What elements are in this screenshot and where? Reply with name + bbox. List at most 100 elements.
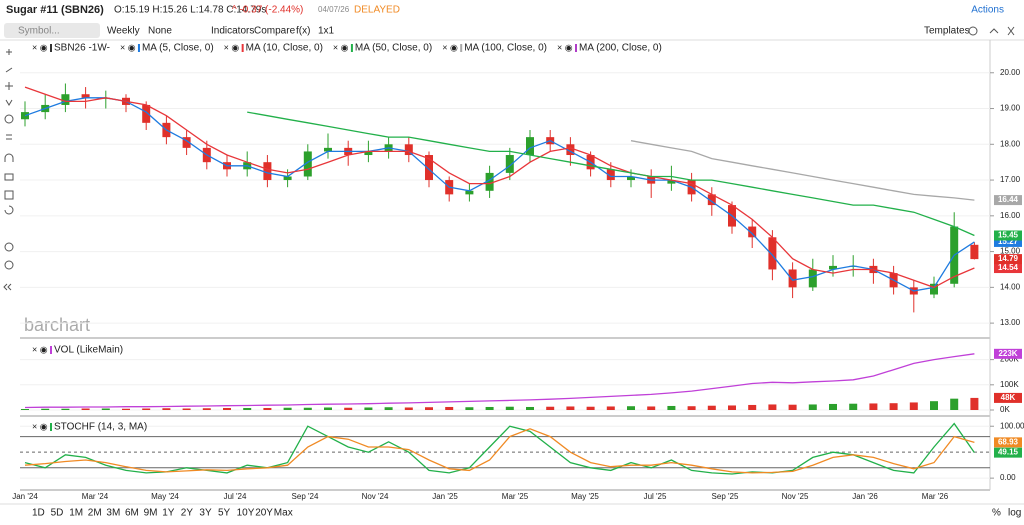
reset-tool[interactable] <box>4 205 14 215</box>
text-tool[interactable] <box>6 134 12 140</box>
candle-body <box>283 176 292 181</box>
watermark: barchart <box>24 315 90 335</box>
volume-bar <box>41 408 50 410</box>
legend-swatch <box>575 44 577 52</box>
symbol-search[interactable] <box>4 23 100 38</box>
toolbar-item[interactable]: Indicators <box>211 26 254 37</box>
y-tick-label: 0K <box>1000 405 1010 414</box>
candle-body <box>182 137 191 148</box>
volume-bar <box>606 406 615 410</box>
range-button[interactable]: 1D <box>32 508 45 519</box>
range-button[interactable]: Max <box>274 508 293 519</box>
candle-body <box>465 190 474 195</box>
candle-body <box>667 180 676 184</box>
volume-bar <box>61 408 70 410</box>
volume-bar <box>243 407 252 410</box>
volume-bar <box>425 407 433 410</box>
magnet-tool[interactable] <box>4 153 14 162</box>
x-tick-label: May '24 <box>151 492 179 501</box>
collapse-tools[interactable] <box>3 283 12 291</box>
volume-bar <box>707 405 716 410</box>
move-tool[interactable] <box>5 82 13 90</box>
legend-entry[interactable]: MA (10, Close, 0) <box>246 43 323 54</box>
volume-bar <box>586 406 595 410</box>
y-tick-label: 100K <box>1000 380 1019 389</box>
range-button[interactable]: 3Y <box>199 508 212 519</box>
zoom-out-tool[interactable] <box>4 260 14 270</box>
x-tick-label: Jan '26 <box>852 492 878 501</box>
range-button[interactable]: 2M <box>88 508 102 519</box>
toolbar-item[interactable]: Weekly <box>107 26 140 37</box>
delayed-status: DELAYED <box>354 5 400 16</box>
range-button[interactable]: 2Y <box>181 508 194 519</box>
legend-swatch <box>137 44 140 52</box>
legend-entry[interactable]: MA (200, Close, 0) <box>579 43 662 54</box>
volume-bar <box>526 406 534 410</box>
lock-tool[interactable] <box>4 173 14 181</box>
candle-body <box>364 151 373 156</box>
legend-entry[interactable]: STOCHF (14, 3, MA) <box>54 422 147 433</box>
volume-bar <box>889 403 898 410</box>
legend-swatch <box>50 423 52 431</box>
actions-menu[interactable]: Actions <box>971 5 1004 16</box>
toolbar-item[interactable]: f(x) <box>296 26 310 37</box>
range-button[interactable]: 1Y <box>162 508 175 519</box>
volume-bar <box>263 407 272 410</box>
volume-bar <box>788 404 797 410</box>
templates-button[interactable]: Templates <box>924 26 970 37</box>
range-button[interactable]: 6M <box>125 508 139 519</box>
collapse-icon[interactable] <box>989 28 999 34</box>
legend-controls: × ◉ <box>224 42 240 52</box>
fullscreen-icon[interactable] <box>1007 26 1015 36</box>
volume-bar <box>182 408 191 410</box>
value-tag-label: 14.54 <box>998 263 1019 272</box>
range-button[interactable]: 1M <box>69 508 83 519</box>
toolbar-item[interactable]: Compare <box>254 26 296 37</box>
scale-option[interactable]: % <box>992 508 1001 519</box>
shape-tool[interactable] <box>5 99 13 106</box>
legend-entry[interactable]: SBN26 -1W- <box>54 43 110 54</box>
value-tag <box>994 447 1022 458</box>
stoch-line <box>24 422 975 475</box>
legend-controls: × ◉ <box>32 42 48 52</box>
legend-entry[interactable]: MA (100, Close, 0) <box>464 43 547 54</box>
volume-bar <box>465 407 474 410</box>
legend-entry[interactable]: MA (5, Close, 0) <box>142 43 214 54</box>
settings-icon[interactable] <box>968 26 978 36</box>
zoom-in-tool[interactable] <box>4 242 14 252</box>
line-tool[interactable] <box>5 67 13 73</box>
toolbar-item[interactable]: None <box>148 26 172 37</box>
search-placeholder: Symbol... <box>18 26 60 37</box>
scale-option[interactable]: log <box>1008 508 1021 519</box>
volume-bar <box>485 406 494 410</box>
range-button[interactable]: 5Y <box>218 508 231 519</box>
ma-line <box>24 97 975 292</box>
value-tag-label: 16.44 <box>998 195 1019 204</box>
x-tick-label: Mar '25 <box>502 492 529 501</box>
volume-bar <box>21 408 29 410</box>
legend-entry[interactable]: MA (50, Close, 0) <box>355 43 432 54</box>
range-button[interactable]: 10Y <box>237 508 255 519</box>
info-tool[interactable] <box>4 114 14 124</box>
volume-bar <box>445 406 454 410</box>
candle-body <box>263 162 272 181</box>
range-button[interactable]: 3M <box>106 508 120 519</box>
delete-tool[interactable] <box>4 190 14 200</box>
toolbar-item[interactable]: 1x1 <box>318 26 335 37</box>
range-button[interactable]: 5D <box>51 508 64 519</box>
value-tag <box>994 348 1022 359</box>
volume-bar <box>728 405 736 410</box>
range-button[interactable]: 20Y <box>255 508 273 519</box>
legend-swatch <box>50 346 52 354</box>
legend-controls: × ◉ <box>442 42 458 52</box>
volume-bar <box>930 401 938 410</box>
volume-bar <box>869 403 878 410</box>
legend-entry[interactable]: VOL (LikeMain) <box>54 345 123 356</box>
crosshair-tool[interactable] <box>6 49 12 55</box>
candle-body <box>425 155 433 181</box>
range-button[interactable]: 9M <box>144 508 158 519</box>
y-tick-label: 200K <box>1000 355 1019 364</box>
volume-bar <box>647 406 656 410</box>
candle-body <box>748 226 757 238</box>
